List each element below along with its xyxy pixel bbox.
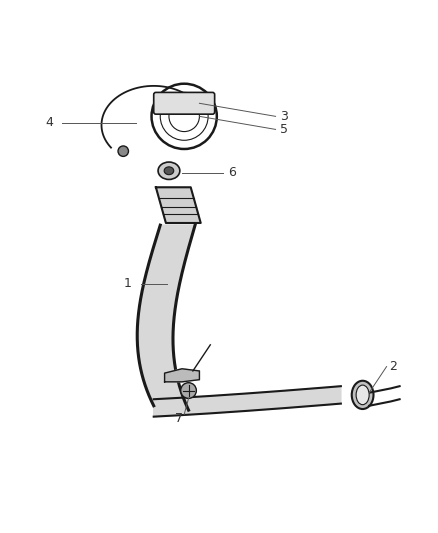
Text: 4: 4 [46,116,53,130]
Polygon shape [165,369,199,382]
Polygon shape [154,386,341,417]
Circle shape [118,146,128,156]
Circle shape [181,383,196,398]
Text: 2: 2 [389,360,397,373]
Text: 6: 6 [228,166,236,180]
Text: 7: 7 [176,413,184,425]
Polygon shape [137,225,195,410]
Text: 5: 5 [280,123,288,136]
Ellipse shape [352,381,374,409]
Polygon shape [156,187,201,223]
Text: 3: 3 [280,110,288,123]
Ellipse shape [158,162,180,180]
Text: 1: 1 [124,277,132,290]
Ellipse shape [356,385,369,405]
FancyBboxPatch shape [154,92,215,114]
Ellipse shape [164,167,174,175]
